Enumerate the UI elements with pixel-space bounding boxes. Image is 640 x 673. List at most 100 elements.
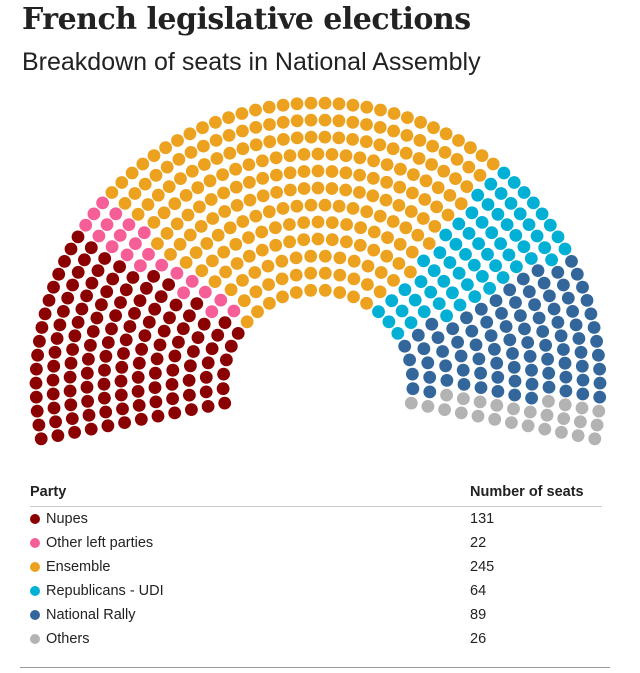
seat-dot: [170, 217, 184, 231]
seat-dot: [457, 378, 471, 391]
seat-dot: [148, 381, 162, 394]
seat-dot: [488, 412, 502, 426]
seat-dot: [325, 165, 339, 178]
seat-dot: [340, 235, 353, 249]
seat-dot: [173, 237, 187, 251]
seat-dot: [372, 305, 385, 319]
seat-dot: [58, 255, 71, 268]
seat-dot: [473, 168, 487, 182]
seat-dot: [38, 307, 52, 321]
seat-dot: [174, 172, 187, 185]
seat-dot: [521, 336, 535, 349]
legend-color-dot: [30, 537, 40, 548]
seat-dot: [480, 315, 494, 329]
seat-dot: [115, 360, 129, 374]
seat-dot: [408, 293, 422, 307]
seat-dot: [537, 276, 551, 290]
seat-dot: [195, 264, 209, 278]
seat-dot: [340, 218, 353, 231]
seat-dot: [157, 206, 171, 220]
seat-dot: [63, 384, 77, 398]
seat-dot: [454, 406, 468, 420]
seat-dot: [230, 199, 244, 212]
seat-dot: [380, 249, 394, 263]
seat-dot: [453, 298, 467, 312]
seat-dot: [483, 281, 496, 295]
seat-dot: [499, 320, 513, 333]
seat-dot: [424, 285, 438, 299]
seat-dot: [406, 382, 420, 396]
seat-dot: [80, 289, 93, 303]
legend-seat-count: 26: [470, 630, 487, 647]
seat-dot: [90, 311, 104, 325]
seat-dot: [423, 370, 437, 384]
seat-dot: [209, 134, 223, 147]
seat-dot: [162, 278, 176, 291]
seat-dot: [491, 370, 505, 384]
seat-dot: [387, 274, 400, 287]
seat-dot: [367, 154, 380, 168]
seat-dot: [68, 425, 81, 439]
seat-dot: [304, 130, 318, 144]
seat-dot: [147, 216, 161, 229]
seat-dot: [30, 404, 44, 418]
seat-dot: [151, 188, 165, 202]
seat-dot: [236, 274, 249, 287]
seat-dot: [92, 229, 106, 243]
legend-seat-count: 131: [470, 510, 495, 527]
seat-dot: [198, 285, 212, 299]
seat-dot: [283, 166, 297, 180]
seat-dot: [297, 216, 311, 230]
seat-dot: [471, 409, 485, 423]
seat-dot: [489, 294, 503, 307]
seat-dot: [181, 208, 195, 222]
seat-dot: [132, 399, 146, 412]
seat-dot: [105, 322, 118, 336]
seat-dot: [441, 208, 455, 222]
seat-dot: [297, 165, 311, 178]
seat-dot: [224, 283, 238, 297]
seat-dot: [443, 256, 457, 269]
legend-party: National Rally: [30, 603, 470, 627]
seat-dot: [432, 297, 446, 310]
seat-dot: [68, 329, 82, 343]
seat-dot: [373, 138, 387, 152]
seat-dot: [98, 391, 111, 405]
seat-dot: [132, 356, 146, 370]
seat-dot: [474, 366, 487, 380]
seat-dot: [168, 349, 182, 363]
seat-dot: [206, 254, 219, 268]
seat-dot: [367, 243, 381, 257]
seat-dot: [255, 243, 269, 257]
seat-dot: [31, 348, 44, 362]
seat-dot: [117, 347, 130, 360]
seat-dot: [248, 266, 262, 279]
seat-dot: [289, 251, 303, 265]
seat-dot: [574, 345, 588, 359]
seat-dot: [53, 318, 67, 332]
seat-dot: [542, 394, 555, 408]
seat-dot: [162, 180, 176, 193]
seat-dot: [137, 226, 151, 240]
seat-dot: [290, 131, 304, 145]
seat-dot: [206, 212, 220, 225]
seat-dot: [523, 405, 537, 419]
seat-dot: [263, 296, 276, 310]
seat-dot: [165, 378, 179, 391]
seat-dot: [572, 332, 586, 345]
seat-dot: [528, 298, 541, 312]
seat-dot: [404, 205, 418, 218]
seat-dot: [201, 356, 215, 370]
seat-dot: [297, 233, 311, 247]
seat-dot: [339, 149, 353, 163]
seat-dot: [71, 315, 85, 329]
seat-dot: [440, 309, 453, 323]
seat-dot: [592, 348, 605, 362]
seat-dot: [98, 252, 112, 265]
seat-dot: [419, 174, 433, 188]
seat-dot: [66, 278, 79, 292]
legend-row: Others 26: [30, 627, 602, 651]
seat-dot: [91, 264, 105, 277]
seat-dot: [452, 266, 466, 280]
seat-dot: [416, 212, 430, 225]
